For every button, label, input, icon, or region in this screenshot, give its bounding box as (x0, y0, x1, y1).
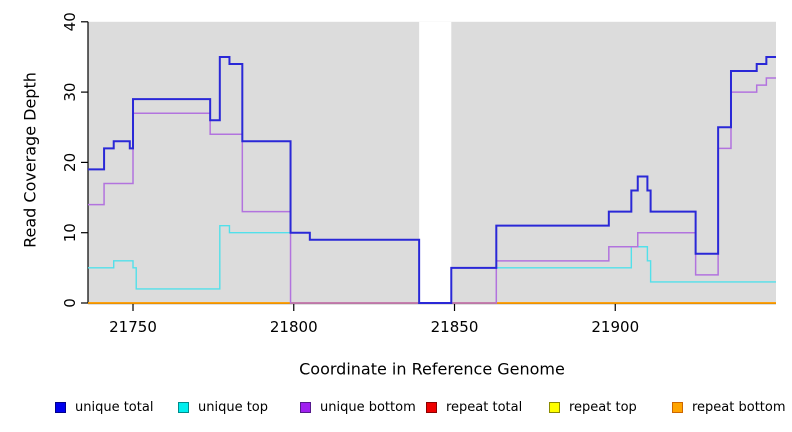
y-tick-label: 0 (61, 298, 79, 308)
legend-item-repeat-top: repeat top (549, 398, 637, 416)
legend-label: unique top (198, 399, 269, 415)
legend-item-unique-bottom: unique bottom (300, 398, 416, 416)
legend-swatch-icon (55, 401, 66, 413)
y-axis-title: Read Coverage Depth (20, 72, 40, 248)
x-tick-label: 21750 (109, 318, 157, 336)
legend-swatch-icon (672, 401, 683, 413)
legend-item-repeat-total: repeat total (426, 398, 522, 416)
legend-label: repeat total (446, 399, 523, 415)
y-tick-label: 20 (61, 153, 79, 172)
legend-label: repeat top (569, 399, 637, 415)
y-tick-label: 40 (61, 12, 79, 31)
legend-swatch-icon (426, 401, 437, 413)
legend-item-repeat-bottom: repeat bottom (672, 398, 786, 416)
legend-item-unique-top: unique top (178, 398, 268, 416)
legend-label: unique bottom (320, 399, 416, 415)
legend: unique total unique top unique bottom repea… (0, 398, 792, 418)
legend-label: repeat bottom (692, 399, 786, 415)
x-tick-label: 21900 (591, 318, 639, 336)
x-tick-label: 21800 (270, 318, 318, 336)
series-unique-bottom (88, 77, 776, 304)
legend-label: unique total (75, 399, 154, 415)
no-data-gap (419, 21, 452, 304)
legend-swatch-icon (300, 401, 311, 413)
legend-item-unique-total: unique total (55, 398, 153, 416)
y-tick-label: 10 (61, 223, 79, 242)
legend-swatch-icon (178, 401, 189, 413)
y-tick-label: 30 (61, 83, 79, 102)
legend-swatch-icon (549, 401, 560, 413)
x-tick-label: 21850 (431, 318, 479, 336)
series-unique-total (88, 55, 776, 304)
x-axis-title: Coordinate in Reference Genome (299, 359, 565, 379)
